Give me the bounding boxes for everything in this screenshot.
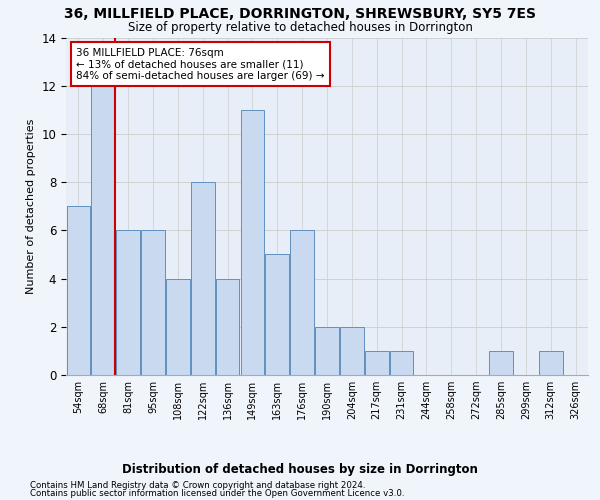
Bar (67, 206, 90, 375)
Bar (315, 327, 339, 375)
Bar (265, 254, 289, 375)
Bar (290, 230, 314, 375)
Text: 36 MILLFIELD PLACE: 76sqm
← 13% of detached houses are smaller (11)
84% of semi-: 36 MILLFIELD PLACE: 76sqm ← 13% of detac… (76, 48, 325, 81)
Bar (216, 278, 239, 375)
Text: 36, MILLFIELD PLACE, DORRINGTON, SHREWSBURY, SY5 7ES: 36, MILLFIELD PLACE, DORRINGTON, SHREWSB… (64, 8, 536, 22)
Bar (141, 230, 165, 375)
Bar (191, 182, 215, 375)
Bar (365, 351, 389, 375)
Text: Contains HM Land Registry data © Crown copyright and database right 2024.: Contains HM Land Registry data © Crown c… (30, 481, 365, 490)
Bar (241, 110, 264, 375)
Text: Size of property relative to detached houses in Dorrington: Size of property relative to detached ho… (128, 21, 472, 34)
Bar (116, 230, 140, 375)
Bar (390, 351, 413, 375)
Text: Contains public sector information licensed under the Open Government Licence v3: Contains public sector information licen… (30, 489, 404, 498)
Bar (489, 351, 513, 375)
Bar (340, 327, 364, 375)
Text: Distribution of detached houses by size in Dorrington: Distribution of detached houses by size … (122, 462, 478, 475)
Y-axis label: Number of detached properties: Number of detached properties (26, 118, 36, 294)
Bar (91, 62, 115, 375)
Bar (166, 278, 190, 375)
Bar (539, 351, 563, 375)
